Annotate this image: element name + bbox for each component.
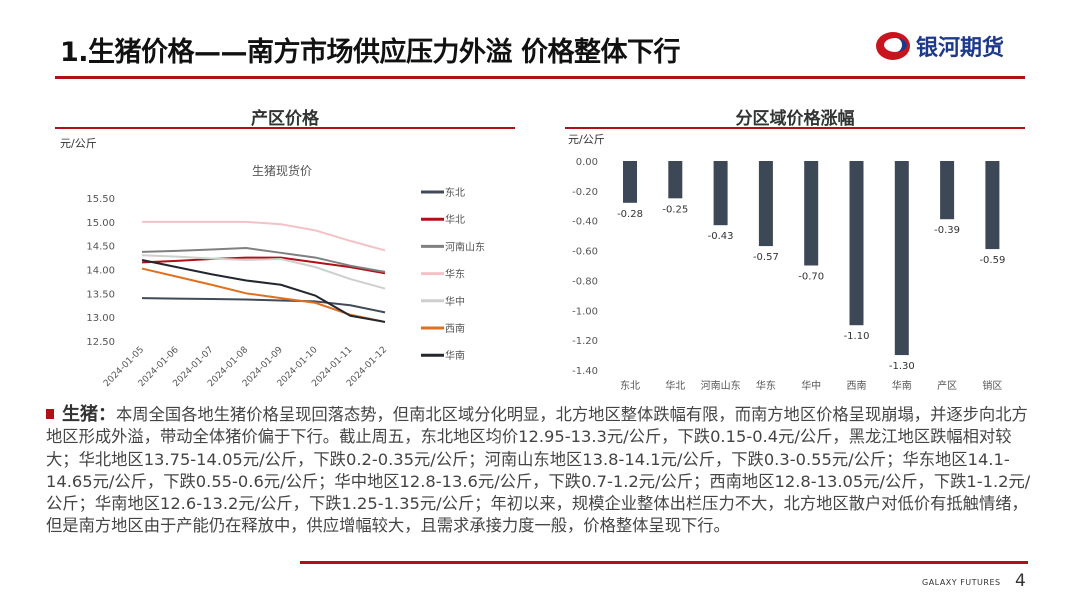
x-tick-label: 华北 (665, 379, 685, 392)
header-divider (55, 76, 1025, 79)
legend-label: 东北 (445, 186, 465, 199)
series-line-华东 (142, 220, 386, 252)
bar-东北 (623, 161, 637, 203)
data-label: -0.70 (798, 272, 824, 283)
y-tick-label: 12.50 (86, 337, 115, 348)
commentary-text: 本周全国各地生猪价格呈现回落态势，但南北区域分化明显，北方地区整体跌幅有限，而南… (46, 405, 1031, 536)
y-tick-label: -1.00 (572, 306, 598, 317)
series-line-河南山东 (141, 247, 386, 273)
right-panel-title: 分区域价格涨幅 (735, 109, 855, 129)
x-tick-label: 华中 (801, 379, 821, 392)
x-tick-label: 华东 (756, 379, 776, 392)
y-tick-label: 13.50 (86, 289, 115, 300)
left-panel-title: 产区价格 (251, 109, 319, 129)
bullet-icon (46, 409, 54, 419)
bar-chart: 0.00 -0.20 -0.40 -0.60 -0.80 -1.00 -1.20 -1.40 -… (572, 157, 1005, 392)
legend-label: 华北 (445, 213, 465, 226)
y-tick-label: -1.20 (572, 336, 598, 347)
commentary-lead: 生猪： (62, 404, 116, 425)
bar-华东 (758, 161, 773, 247)
legend-label: 河南山东 (445, 240, 485, 253)
y-tick-label: -0.80 (572, 276, 598, 287)
bar-产区 (940, 161, 955, 220)
bar-华南 (894, 161, 909, 356)
y-tick-label: 13.00 (86, 313, 115, 324)
y-tick-label: 15.00 (86, 218, 115, 229)
bar-河南山东 (713, 161, 728, 226)
data-label: -0.59 (979, 255, 1005, 266)
data-label: -0.28 (617, 209, 643, 220)
footer-brand: GALAXY FUTURES (922, 578, 1001, 587)
commentary-paragraph: 生猪：本周全国各地生猪价格呈现回落态势，但南北区域分化明显，北方地区整体跌幅有限… (46, 404, 1036, 538)
bar-西南 (849, 161, 864, 326)
series-line-华中 (141, 254, 386, 290)
logo-text: 银河期货 (916, 36, 1005, 61)
series-line-华南 (141, 258, 386, 323)
y-tick-label: 14.00 (86, 266, 115, 277)
left-unit-label: 元/公斤 (60, 137, 97, 150)
bar-华北 (668, 161, 683, 199)
right-panel-divider (565, 127, 1025, 129)
x-tick-label: 东北 (620, 379, 640, 392)
y-tick-label: -1.40 (572, 366, 598, 377)
y-tick-label: 15.50 (86, 194, 115, 205)
y-tick-label: -0.40 (572, 217, 598, 228)
data-label: -0.43 (708, 231, 734, 242)
data-label: -0.39 (934, 225, 960, 236)
data-label: -1.10 (844, 331, 870, 342)
data-label: -1.30 (889, 361, 915, 372)
bar-销区 (985, 161, 1000, 250)
left-panel-divider (55, 127, 515, 129)
bar-华中 (804, 161, 819, 266)
galaxy-logo-icon (876, 32, 910, 60)
y-tick-label: 0.00 (576, 157, 598, 168)
y-tick-label: -0.60 (572, 247, 598, 258)
x-tick-label: 河南山东 (701, 379, 741, 392)
series-line-东北 (141, 297, 386, 314)
line-chart: 生猪现货价 15.50 15.00 14.50 14.00 13.50 13.00 12.50… (86, 163, 485, 389)
page-title: 1.生猪价格——南方市场供应压力外溢 价格整体下行 (60, 37, 680, 68)
legend-label: 华东 (445, 268, 465, 281)
logo: 银河期货 (876, 30, 1004, 62)
footer-divider (300, 561, 1028, 564)
x-tick-label: 华南 (892, 379, 912, 392)
legend-label: 华中 (445, 295, 465, 308)
legend-label: 华南 (445, 349, 465, 362)
x-tick-label: 西南 (847, 379, 867, 392)
x-tick-label: 产区 (937, 379, 957, 392)
y-tick-label: 14.50 (86, 242, 115, 253)
y-tick-label: -0.20 (572, 187, 598, 198)
chart-title: 生猪现货价 (252, 163, 312, 178)
series-line-华北 (141, 256, 386, 275)
x-tick-label: 销区 (982, 379, 1002, 392)
legend-label: 西南 (445, 322, 465, 335)
data-label: -0.57 (753, 252, 779, 263)
right-unit-label: 元/公斤 (568, 133, 605, 146)
data-label: -0.25 (662, 204, 688, 215)
page-number: 4 (1015, 571, 1026, 591)
